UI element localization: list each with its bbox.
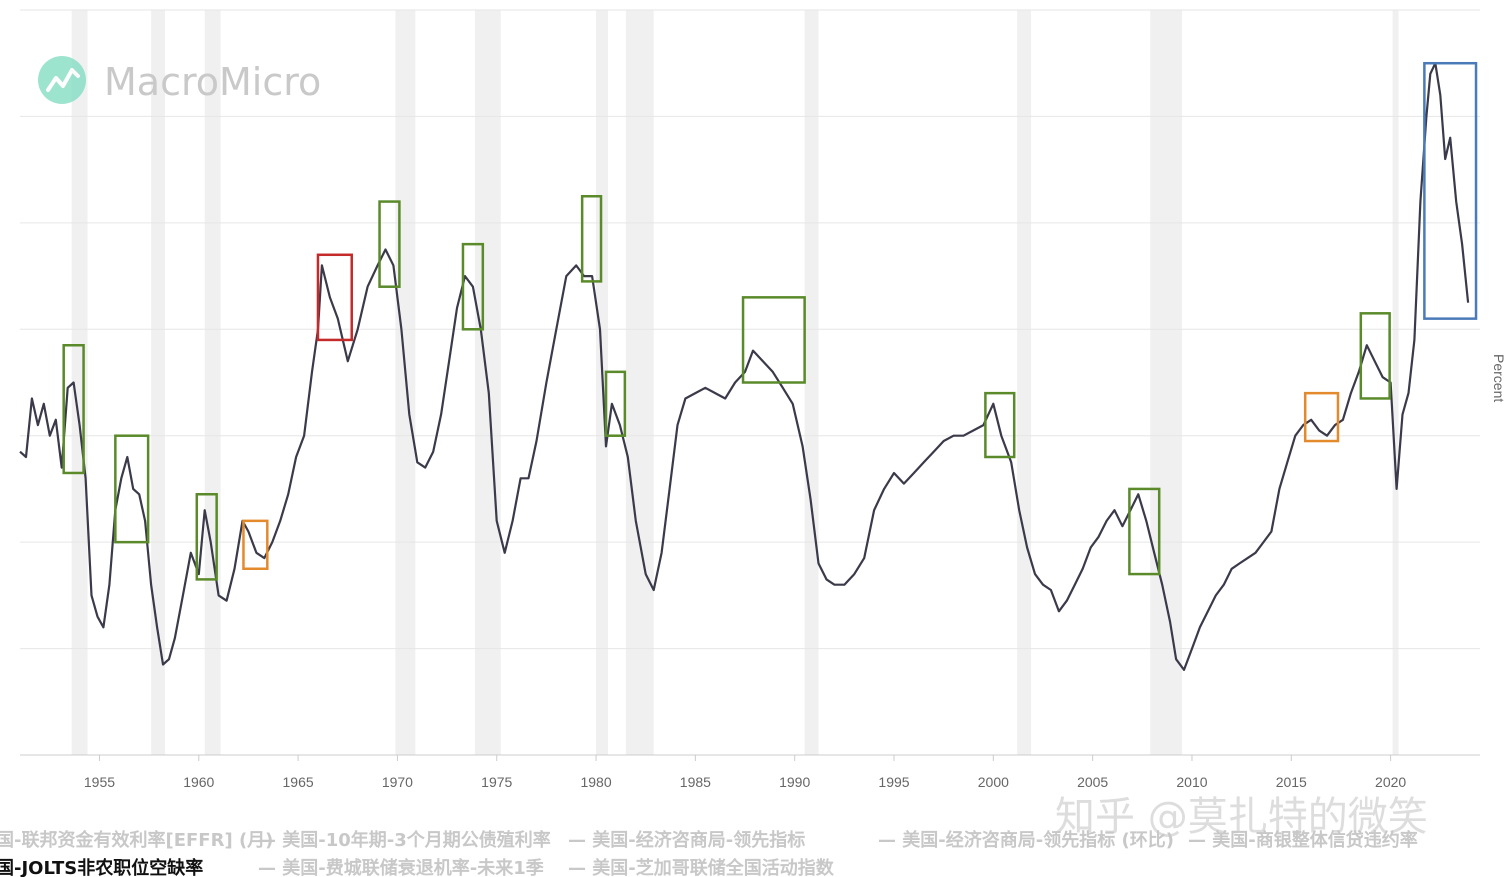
series-line-jolts [19,62,1470,672]
legend-item-lei[interactable]: — 美国-经济咨商局-领先指标 [568,829,805,851]
annotation-box [316,253,353,342]
watermark-logo [38,56,86,104]
annotation-box [741,296,806,384]
x-tick-label: 2010 [1176,774,1207,790]
annotation-box [1359,312,1391,400]
legend-item-10y3m[interactable]: — 美国-10年期-3个月期公债殖利率 [258,829,551,851]
x-tick-label: 2005 [1077,774,1108,790]
annotation-box [1303,391,1340,443]
recession-band [71,10,88,755]
recession-band [625,10,654,755]
annotation-box [114,434,150,544]
annotation-box [984,391,1016,459]
legend-item-philly-recession[interactable]: — 美国-费城联储衰退机率-未来1季 [258,857,544,877]
recession-band [1150,10,1183,755]
y-axis-label: Percent [1491,354,1507,402]
legend-item-credit-default[interactable]: — 美国-商银整体信贷违约率 [1188,829,1418,851]
annotation-box [378,200,401,288]
annotation-box [461,242,485,331]
recession-band [204,10,221,755]
annotation-box [604,370,627,437]
annotation-box [1423,61,1478,320]
x-tick-label: 1990 [779,774,810,790]
x-tick-label: 1955 [84,774,115,790]
annotation-box [195,493,218,581]
gridlines [20,9,1480,650]
annotation-box [1128,487,1161,576]
x-tick-label: 1960 [183,774,214,790]
x-tick-label: 1995 [878,774,909,790]
annotation-box [580,195,603,283]
recession-band [1017,10,1032,755]
legend-item-jolts[interactable]: 国-JOLTS非农职位空缺率 [0,857,203,877]
x-tick-label: 1985 [680,774,711,790]
x-tick-label: 1975 [481,774,512,790]
annotation-box [62,344,85,475]
legend-item-lei-mom[interactable]: — 美国-经济咨商局-领先指标 (环比) [878,829,1174,851]
x-axis: 1955 1960 1965 1970 1975 1980 1985 1990 1995 2000… [20,754,1480,790]
annotation-box [242,519,269,570]
recession-band [151,10,166,755]
legend-item-effr[interactable]: 国-联邦资金有效利率[EFFR] (月) [0,829,273,851]
legend-item-cfnai[interactable]: — 美国-芝加哥联储全国活动指数 [568,857,835,877]
x-tick-label: 1980 [580,774,611,790]
x-tick-label: 2020 [1375,774,1406,790]
watermark-brand: MacroMicro [104,60,321,104]
legend: 国-联邦资金有效利率[EFFR] (月) — 美国-10年期-3个月期公债殖利率… [0,829,1418,877]
watermark-credit: 知乎 @莫扎特的微笑 [1055,794,1428,840]
x-tick-label: 1970 [382,774,413,790]
x-tick-label: 1965 [283,774,314,790]
recession-band [804,10,819,755]
recession-band [1392,10,1399,755]
annotation-boxes [62,61,1478,581]
series-line [19,62,1470,672]
x-tick-label: 2000 [978,774,1009,790]
x-tick-label: 2015 [1276,774,1307,790]
